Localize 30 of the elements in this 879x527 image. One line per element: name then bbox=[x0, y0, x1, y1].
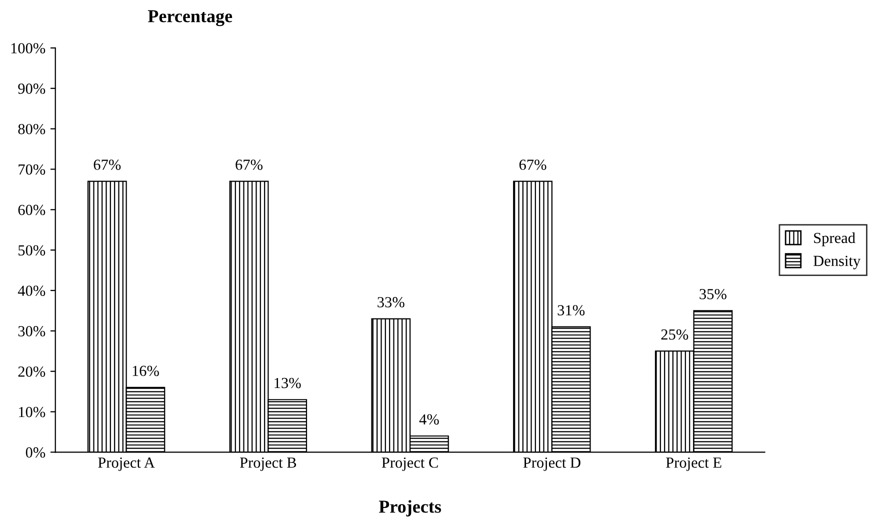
y-tick-label: 80% bbox=[18, 124, 46, 134]
y-tick-label: 10% bbox=[18, 406, 46, 418]
y-tick-label: 60% bbox=[18, 204, 46, 216]
x-tick-label: Project B bbox=[240, 458, 296, 471]
data-label: 25% bbox=[661, 329, 688, 340]
data-label: 4% bbox=[419, 414, 439, 425]
data-label: 67% bbox=[236, 160, 263, 170]
y-tick-label: 70% bbox=[18, 164, 46, 175]
data-label: 31% bbox=[558, 305, 585, 316]
y-tick-label: 30% bbox=[18, 326, 46, 336]
data-label: 33% bbox=[378, 297, 404, 308]
data-label: 35% bbox=[700, 288, 726, 300]
x-tick-label: Project D bbox=[523, 458, 580, 471]
y-axis-title: Percentage bbox=[148, 10, 232, 26]
y-tick-label: 50% bbox=[18, 245, 46, 256]
x-tick-label: Project A bbox=[98, 458, 155, 471]
x-axis-title: Projects bbox=[378, 500, 442, 516]
x-tick-label: Project E bbox=[666, 458, 722, 471]
data-label: 13% bbox=[274, 378, 301, 388]
y-tick-label: 90% bbox=[18, 84, 46, 94]
data-label: 16% bbox=[132, 366, 159, 376]
y-tick-label: 100% bbox=[11, 43, 46, 54]
data-label: 67% bbox=[94, 160, 121, 170]
y-tick-label: 40% bbox=[18, 286, 46, 296]
y-tick-label: 20% bbox=[18, 366, 46, 377]
legend-label: Spread bbox=[814, 232, 856, 246]
y-tick-label: 0% bbox=[26, 447, 46, 458]
x-tick-label: Project C bbox=[382, 458, 438, 471]
data-label: 67% bbox=[519, 160, 546, 170]
legend-label: Density bbox=[814, 256, 861, 270]
